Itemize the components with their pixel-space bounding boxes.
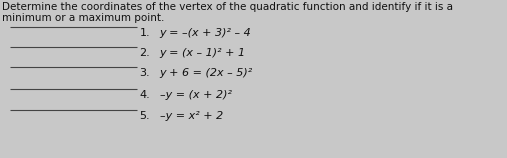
Text: –y = (x + 2)²: –y = (x + 2)² [160,90,232,100]
Text: minimum or a maximum point.: minimum or a maximum point. [2,13,164,23]
Text: 5.: 5. [139,111,150,121]
Text: y + 6 = (2x – 5)²: y + 6 = (2x – 5)² [160,68,253,78]
Text: Determine the coordinates of the vertex of the quadratic function and identify i: Determine the coordinates of the vertex … [2,2,453,12]
Text: –y = x² + 2: –y = x² + 2 [160,111,223,121]
Text: 1.: 1. [139,28,150,38]
Text: y = –(x + 3)² – 4: y = –(x + 3)² – 4 [160,28,251,38]
Text: 2.: 2. [139,48,150,58]
Text: 3.: 3. [139,68,150,78]
Text: y = (x – 1)² + 1: y = (x – 1)² + 1 [160,48,246,58]
Text: 4.: 4. [139,90,150,100]
